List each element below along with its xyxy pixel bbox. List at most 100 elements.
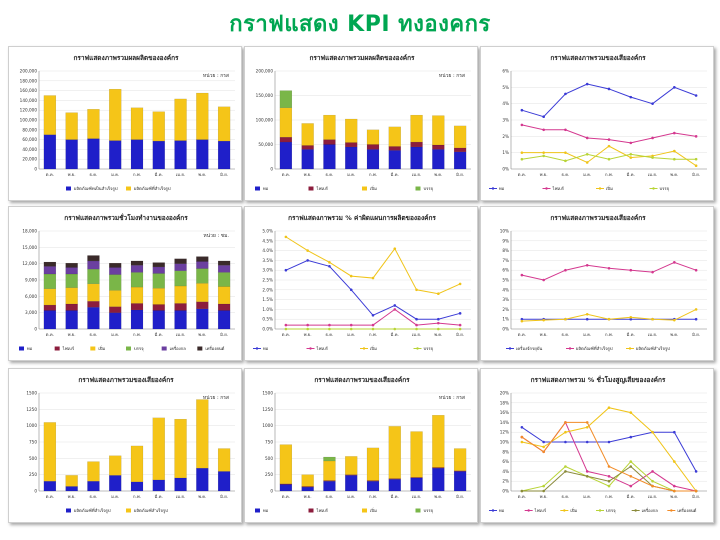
chart-title: กราฟแสดงภาพรวมผลผลิตขององค์กร — [309, 54, 415, 62]
data-point — [629, 460, 633, 463]
data-point — [520, 435, 524, 439]
legend-label: เปิ่ม — [570, 507, 577, 513]
chart-title: กราฟแสดงภาพรวมของเสียองค์กร — [550, 54, 646, 62]
y-tick-label: 750 — [29, 440, 37, 445]
bar-1 — [388, 150, 401, 170]
data-point — [629, 315, 633, 319]
x-tick-label: มี.ค. — [626, 332, 634, 337]
y-tick-label: 6% — [502, 69, 509, 74]
data-point — [349, 288, 353, 292]
bar-1 — [345, 146, 358, 170]
bar-6 — [217, 260, 231, 266]
legend-label: เปิ่ม — [370, 507, 377, 513]
data-point — [306, 259, 309, 262]
data-point — [629, 141, 633, 145]
x-tick-label: ต.ค. — [46, 494, 54, 499]
bar-2 — [217, 303, 231, 311]
bar-2 — [323, 480, 336, 482]
legend-marker — [545, 187, 548, 190]
bar-3 — [87, 283, 100, 302]
data-point — [629, 475, 633, 478]
y-tick-label: 200,000 — [256, 69, 274, 74]
chart-panel-production-overview: กราฟแสดงภาพรวมผลผลิตขององค์กร หน่วย : กรส… — [8, 46, 242, 201]
legend-label: เครื่องยนต์ — [677, 507, 696, 513]
legend-label: บรรจุ — [134, 346, 144, 352]
bar-2 — [301, 145, 314, 150]
bar-1 — [130, 309, 144, 330]
x-tick-label: พ.ค. — [670, 172, 678, 177]
x-tick-label: พ.ค. — [434, 494, 442, 499]
x-tick-label: ก.พ. — [369, 172, 377, 177]
data-point — [694, 308, 698, 311]
bar-1 — [109, 475, 122, 492]
y-tick-label: 2.5% — [262, 278, 273, 283]
data-point — [585, 317, 589, 321]
y-tick-label: 10% — [500, 229, 509, 234]
y-tick-label: 0.5% — [262, 317, 273, 322]
legend-label: ผลิตภัณฑ์ทเป็นสำเร็จรูป — [74, 185, 118, 192]
bar-2 — [152, 111, 165, 142]
data-point — [607, 87, 611, 91]
bar-2 — [130, 445, 144, 483]
legend-marker — [598, 187, 602, 190]
data-point — [520, 489, 524, 493]
data-point — [328, 327, 331, 331]
y-tick-label: 160,000 — [20, 88, 38, 93]
y-tick-label: 6% — [502, 268, 509, 273]
bar-4 — [87, 268, 100, 284]
bar-2 — [87, 301, 100, 308]
x-tick-label: ม.ค. — [583, 172, 591, 177]
bar-1 — [432, 149, 445, 170]
data-point — [629, 484, 633, 488]
y-tick-label: 750 — [265, 440, 273, 445]
legend-label: เปิ่ม — [370, 345, 377, 351]
data-point — [694, 268, 698, 272]
bar-1 — [152, 140, 165, 170]
data-point — [564, 470, 567, 473]
data-point — [458, 282, 462, 286]
chart-8-svg: กราฟแสดงภาพรวม % ชั่วโมงสูญเสียขององค์กร… — [489, 374, 707, 514]
bar-6 — [196, 256, 209, 262]
legend-label: เครื่องกล — [170, 345, 187, 351]
y-tick-label: 6% — [502, 459, 509, 464]
legend-label: ไฟเบร์ — [62, 345, 75, 351]
legend-swatch — [197, 346, 203, 351]
bar-2 — [65, 112, 78, 140]
bar-3 — [453, 125, 467, 149]
bar-2 — [345, 142, 358, 148]
x-tick-label: พ.ย. — [68, 332, 76, 337]
chart-2-svg: กราฟแสดงภาพรวมของเสียองค์กร 6% 5% 4% 3% 2% 1% 0… — [489, 54, 707, 192]
y-tick-label: 1250 — [26, 407, 37, 412]
data-point — [458, 312, 462, 315]
y-tick-label: 180,000 — [20, 78, 38, 83]
x-tick-label: ธ.ค. — [89, 172, 97, 177]
bar-5 — [196, 261, 209, 269]
bar-1 — [410, 146, 423, 170]
bar-3 — [323, 460, 336, 481]
x-tick-label: มี.ค. — [626, 494, 634, 499]
bar-2 — [43, 304, 57, 311]
bar-3 — [43, 288, 57, 306]
legend-swatch — [255, 508, 260, 513]
data-point — [564, 421, 567, 424]
data-point — [629, 156, 633, 159]
data-point — [437, 327, 440, 331]
legend-label: ไฟเบร์ — [316, 507, 329, 513]
y-tick-label: 14% — [500, 420, 509, 425]
legend-marker — [670, 509, 673, 512]
y-tick-label: 1.0% — [262, 307, 273, 312]
y-tick-label: 5% — [502, 278, 509, 283]
x-tick-label: เม.ย. — [412, 332, 421, 337]
bar-2 — [87, 109, 100, 139]
x-tick-label: ม.ค. — [347, 172, 355, 177]
data-point — [371, 323, 375, 327]
bar-5 — [174, 263, 187, 271]
data-point — [585, 470, 589, 473]
data-point — [629, 95, 633, 99]
legend-label: ทอ — [499, 508, 505, 513]
bar-1 — [43, 310, 57, 330]
x-tick-label: ก.พ. — [133, 494, 141, 499]
chart-panel-waste-by-dept-bars: กราฟแสดงภาพรวมของเสียองค์กร หน่วย : กรส 15… — [244, 368, 478, 523]
data-point — [585, 161, 589, 164]
bar-4 — [196, 268, 209, 284]
